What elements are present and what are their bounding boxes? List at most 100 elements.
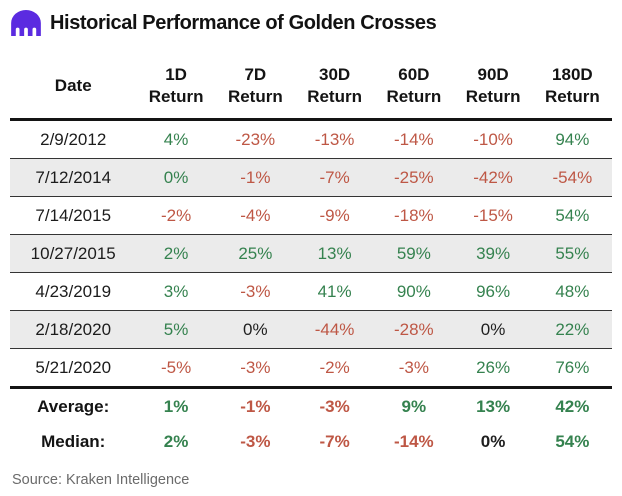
return-cell: 2% (136, 234, 215, 272)
return-cell: 26% (453, 348, 532, 387)
return-cell: -7% (295, 158, 374, 196)
return-cell: 13% (453, 387, 532, 424)
return-cell: -54% (533, 158, 612, 196)
return-value: -3% (240, 357, 271, 377)
column-header-7d: 7D Return (216, 58, 295, 119)
column-header-90d: 90D Return (453, 58, 532, 119)
return-cell: -10% (453, 119, 532, 158)
column-header-30d: 30D Return (295, 58, 374, 119)
return-value: 5% (163, 319, 189, 339)
return-cell: -14% (374, 424, 453, 459)
return-value: -25% (393, 167, 434, 187)
return-cell: 55% (533, 234, 612, 272)
return-value: -3% (319, 396, 350, 416)
return-cell: 76% (533, 348, 612, 387)
table-row: 5/21/2020 -5% -3% -2% -3% 26% 76% (10, 348, 612, 388)
column-header-label: 90D (477, 65, 509, 84)
return-cell: -18% (374, 196, 453, 234)
date-cell: 7/14/2015 (35, 205, 112, 225)
return-cell: -28% (374, 310, 453, 348)
return-cell: -1% (216, 158, 295, 196)
return-cell: -3% (295, 387, 374, 424)
return-value: -1% (240, 167, 271, 187)
return-value: -44% (314, 319, 355, 339)
table-row: 2/9/2012 4% -23% -13% -14% -10% 94% (10, 119, 612, 159)
summary-label: Average: (37, 396, 110, 416)
date-cell: 7/12/2014 (35, 167, 112, 187)
column-header-sublabel: Return (465, 87, 521, 107)
column-header-sublabel: Return (227, 87, 283, 107)
return-value: -7% (319, 167, 350, 187)
table-row: 2/18/2020 5% 0% -44% -28% 0% 22% (10, 310, 612, 349)
table-header-row: Date 1D Return 7D Return 30D Return 60D Retu… (10, 58, 612, 120)
average-row: Average: 1% -1% -3% 9% 13% 42% (10, 387, 612, 424)
median-row: Median: 2% -3% -7% -14% 0% 54% (10, 424, 612, 459)
column-header-label: 60D (398, 65, 430, 84)
return-cell: 39% (453, 234, 532, 272)
return-value: 54% (555, 205, 590, 225)
return-value: 2% (163, 431, 189, 451)
return-value: 26% (476, 357, 511, 377)
return-value: -13% (314, 129, 355, 149)
return-cell: 59% (374, 234, 453, 272)
return-cell: -13% (295, 119, 374, 158)
return-cell: 48% (533, 272, 612, 310)
return-value: 4% (163, 129, 189, 149)
table-row: 10/27/2015 2% 25% 13% 59% 39% 55% (10, 234, 612, 273)
return-value: -4% (240, 205, 271, 225)
return-cell: -3% (216, 272, 295, 310)
return-value: -42% (473, 167, 513, 187)
kraken-logo-icon (11, 10, 41, 36)
return-cell: -3% (374, 348, 453, 387)
return-cell: -4% (216, 196, 295, 234)
return-value: -2% (319, 357, 350, 377)
source-note: Source: Kraken Intelligence (12, 472, 190, 488)
column-header-1d: 1D Return (136, 58, 215, 119)
return-value: -9% (319, 205, 350, 225)
return-value: 42% (555, 396, 590, 416)
date-cell: 5/21/2020 (35, 357, 112, 377)
column-header-label: Date (54, 76, 92, 96)
return-value: -23% (235, 129, 276, 149)
return-cell: -25% (374, 158, 453, 196)
summary-label: Median: (41, 431, 106, 451)
date-cell: 2/9/2012 (40, 129, 107, 149)
return-value: -10% (473, 129, 513, 149)
return-value: -3% (240, 281, 271, 301)
return-value: -14% (393, 431, 434, 451)
return-value: -28% (393, 319, 434, 339)
return-cell: 96% (453, 272, 532, 310)
column-header-label: 7D (244, 65, 267, 84)
column-header-sublabel: Return (307, 87, 362, 107)
return-cell: 42% (533, 387, 612, 424)
return-cell: -2% (136, 196, 215, 234)
column-header-60d: 60D Return (374, 58, 453, 119)
return-value: 25% (238, 243, 273, 263)
return-value: 0% (480, 431, 506, 451)
return-value: 0% (480, 319, 506, 339)
return-value: 76% (555, 357, 590, 377)
return-cell: -42% (453, 158, 532, 196)
column-header-date: Date (10, 58, 136, 119)
return-value: -1% (240, 396, 271, 416)
return-cell: -2% (295, 348, 374, 387)
return-value: -3% (398, 357, 429, 377)
return-value: 54% (555, 431, 590, 451)
table-row: 7/12/2014 0% -1% -7% -25% -42% -54% (10, 158, 612, 197)
return-cell: 4% (136, 119, 215, 158)
return-cell: 22% (533, 310, 612, 348)
return-cell: -14% (374, 119, 453, 158)
return-cell: 0% (136, 158, 215, 196)
return-cell: 1% (136, 387, 215, 424)
return-cell: 41% (295, 272, 374, 310)
return-value: -2% (160, 205, 192, 225)
column-header-label: 180D (552, 65, 593, 84)
return-value: 39% (476, 243, 511, 263)
return-value: -7% (319, 431, 350, 451)
return-value: -54% (552, 167, 593, 187)
return-value: 0% (163, 167, 189, 187)
return-cell: 0% (453, 424, 532, 459)
return-value: 2% (163, 243, 189, 263)
return-value: -15% (473, 205, 513, 225)
